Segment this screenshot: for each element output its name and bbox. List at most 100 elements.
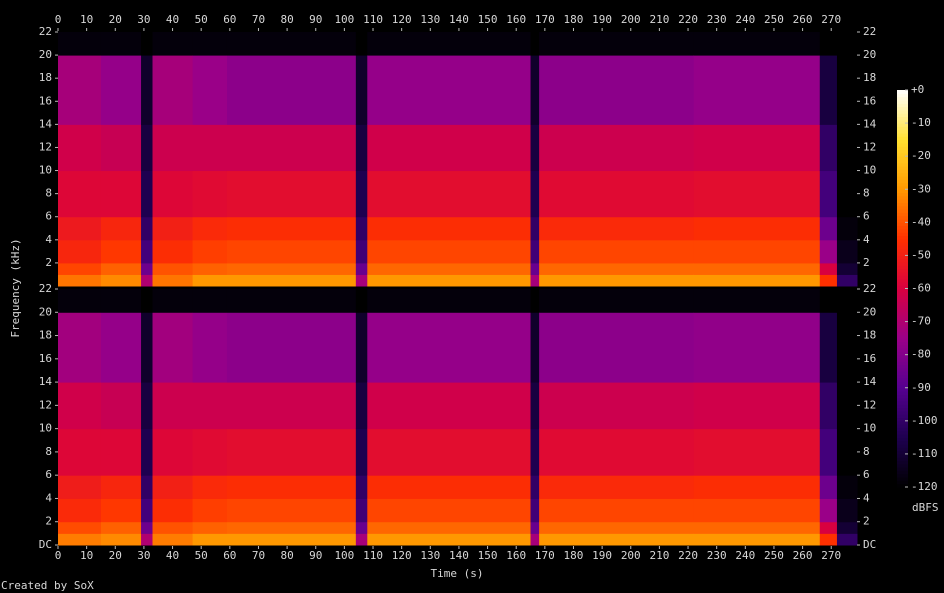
y-tick-label: 6 [45, 468, 52, 481]
colorbar-swatch [897, 142, 908, 147]
spectrogram-cell [58, 289, 102, 313]
spectrogram-cell [355, 170, 368, 218]
spectrogram-cell [141, 498, 154, 523]
colorbar-swatch [897, 434, 908, 438]
x-tick-label-top: 20 [109, 13, 122, 26]
spectrogram-cell [58, 124, 102, 172]
x-tick-label: 130 [420, 549, 440, 562]
colorbar-swatch [897, 133, 908, 137]
spectrogram-cell [226, 521, 357, 534]
x-tick-label: 20 [109, 549, 122, 562]
colorbar-swatch [897, 321, 908, 326]
x-tick-label-top: 220 [678, 13, 698, 26]
colorbar-tick-label: -60 [911, 282, 931, 295]
spectrogram-cell [693, 170, 821, 218]
spectrogram-cell [355, 428, 368, 476]
spectrogram-cell [819, 521, 838, 534]
spectrogram-cell [367, 312, 532, 383]
x-tick-label: 70 [252, 549, 265, 562]
colorbar-swatch [897, 447, 908, 452]
colorbar-swatch [897, 344, 908, 349]
spectrogram-cell [539, 55, 695, 125]
spectrogram-cell [100, 312, 142, 383]
y-tick-label-right: 14 [863, 375, 877, 388]
spectrogram-cell [355, 239, 368, 264]
spectrogram-cell [141, 32, 154, 56]
spectrogram-cell [530, 239, 540, 264]
spectrogram-cell [836, 521, 858, 534]
x-tick-label: 240 [735, 549, 755, 562]
y-tick-label-right: 12 [863, 140, 876, 153]
spectrogram-cell [141, 382, 154, 430]
spectrogram-cell [141, 239, 154, 264]
x-tick-label-top: 160 [506, 13, 526, 26]
y-tick-label-right: 8 [863, 445, 870, 458]
spectrogram-cell [152, 239, 194, 264]
spectrogram-cell [539, 274, 695, 287]
spectrogram-cell [100, 274, 142, 287]
colorbar-swatch [897, 156, 908, 160]
colorbar-swatch [897, 136, 908, 141]
colorbar-swatch [897, 262, 908, 266]
spectrogram-cell [693, 55, 821, 125]
colorbar-swatch [897, 460, 908, 465]
spectrogram-cell [100, 216, 142, 241]
colorbar-swatch [897, 348, 908, 352]
spectrogram-cell [836, 124, 858, 172]
colorbar-tick-label: -30 [911, 182, 931, 195]
colorbar-swatch [897, 324, 908, 329]
spectrogram-cell [539, 239, 695, 264]
x-tick-label: 150 [478, 549, 498, 562]
colorbar-swatch [897, 453, 908, 458]
spectrogram-cell [152, 382, 194, 430]
spectrogram-cell [530, 428, 540, 476]
spectrogram-cell [836, 428, 858, 476]
x-tick-label-top: 40 [166, 13, 179, 26]
spectrogram-cell [152, 289, 194, 313]
spectrogram-cell [530, 274, 540, 287]
spectrogram-cell [192, 274, 228, 287]
y-tick-label: 10 [39, 422, 52, 435]
spectrogram-cell [693, 382, 821, 430]
colorbar-swatch [897, 126, 908, 131]
colorbar-swatch [897, 288, 908, 293]
y-tick-label-right: 4 [863, 233, 870, 246]
spectrogram-cell [367, 382, 532, 430]
x-tick-label-top: 140 [449, 13, 469, 26]
spectrogram-cell [355, 498, 368, 523]
x-tick-label: 270 [821, 549, 841, 562]
colorbar-swatch [897, 116, 908, 121]
y-tick-label: 22 [39, 282, 52, 295]
spectrogram-cell [530, 312, 540, 383]
spectrogram-cell [152, 274, 194, 287]
colorbar-swatch [897, 248, 908, 253]
colorbar-swatch [897, 106, 908, 111]
y-tick-label-right: 20 [863, 48, 876, 61]
spectrogram-cell [693, 475, 821, 499]
x-tick-label-top: 230 [707, 13, 727, 26]
spectrogram-cell [530, 32, 540, 56]
spectrogram-cell [100, 170, 142, 218]
colorbar-swatch [897, 364, 908, 369]
spectrogram-cell [192, 428, 228, 476]
colorbar-swatch [897, 450, 908, 455]
y-tick-label-right: 2 [863, 256, 870, 269]
y-tick-label: 14 [39, 375, 53, 388]
spectrogram-cell [539, 475, 695, 499]
spectrogram-cell [141, 262, 154, 275]
spectrogram-cell [152, 498, 194, 523]
colorbar-swatch [897, 179, 908, 184]
spectrogram-cell [226, 382, 357, 430]
spectrogram-cell [355, 312, 368, 383]
spectrogram-cell [192, 312, 228, 383]
y-tick-label-right: 16 [863, 94, 876, 107]
colorbar-swatch [897, 311, 908, 316]
spectrogram-cell [152, 124, 194, 172]
spectrogram-cell [355, 382, 368, 430]
y-tick-label: 20 [39, 305, 52, 318]
spectrogram-cell [367, 216, 532, 241]
colorbar-swatch [897, 209, 908, 213]
spectrogram-cell [152, 216, 194, 241]
colorbar-swatch [897, 483, 908, 488]
spectrogram-cell [141, 55, 154, 125]
